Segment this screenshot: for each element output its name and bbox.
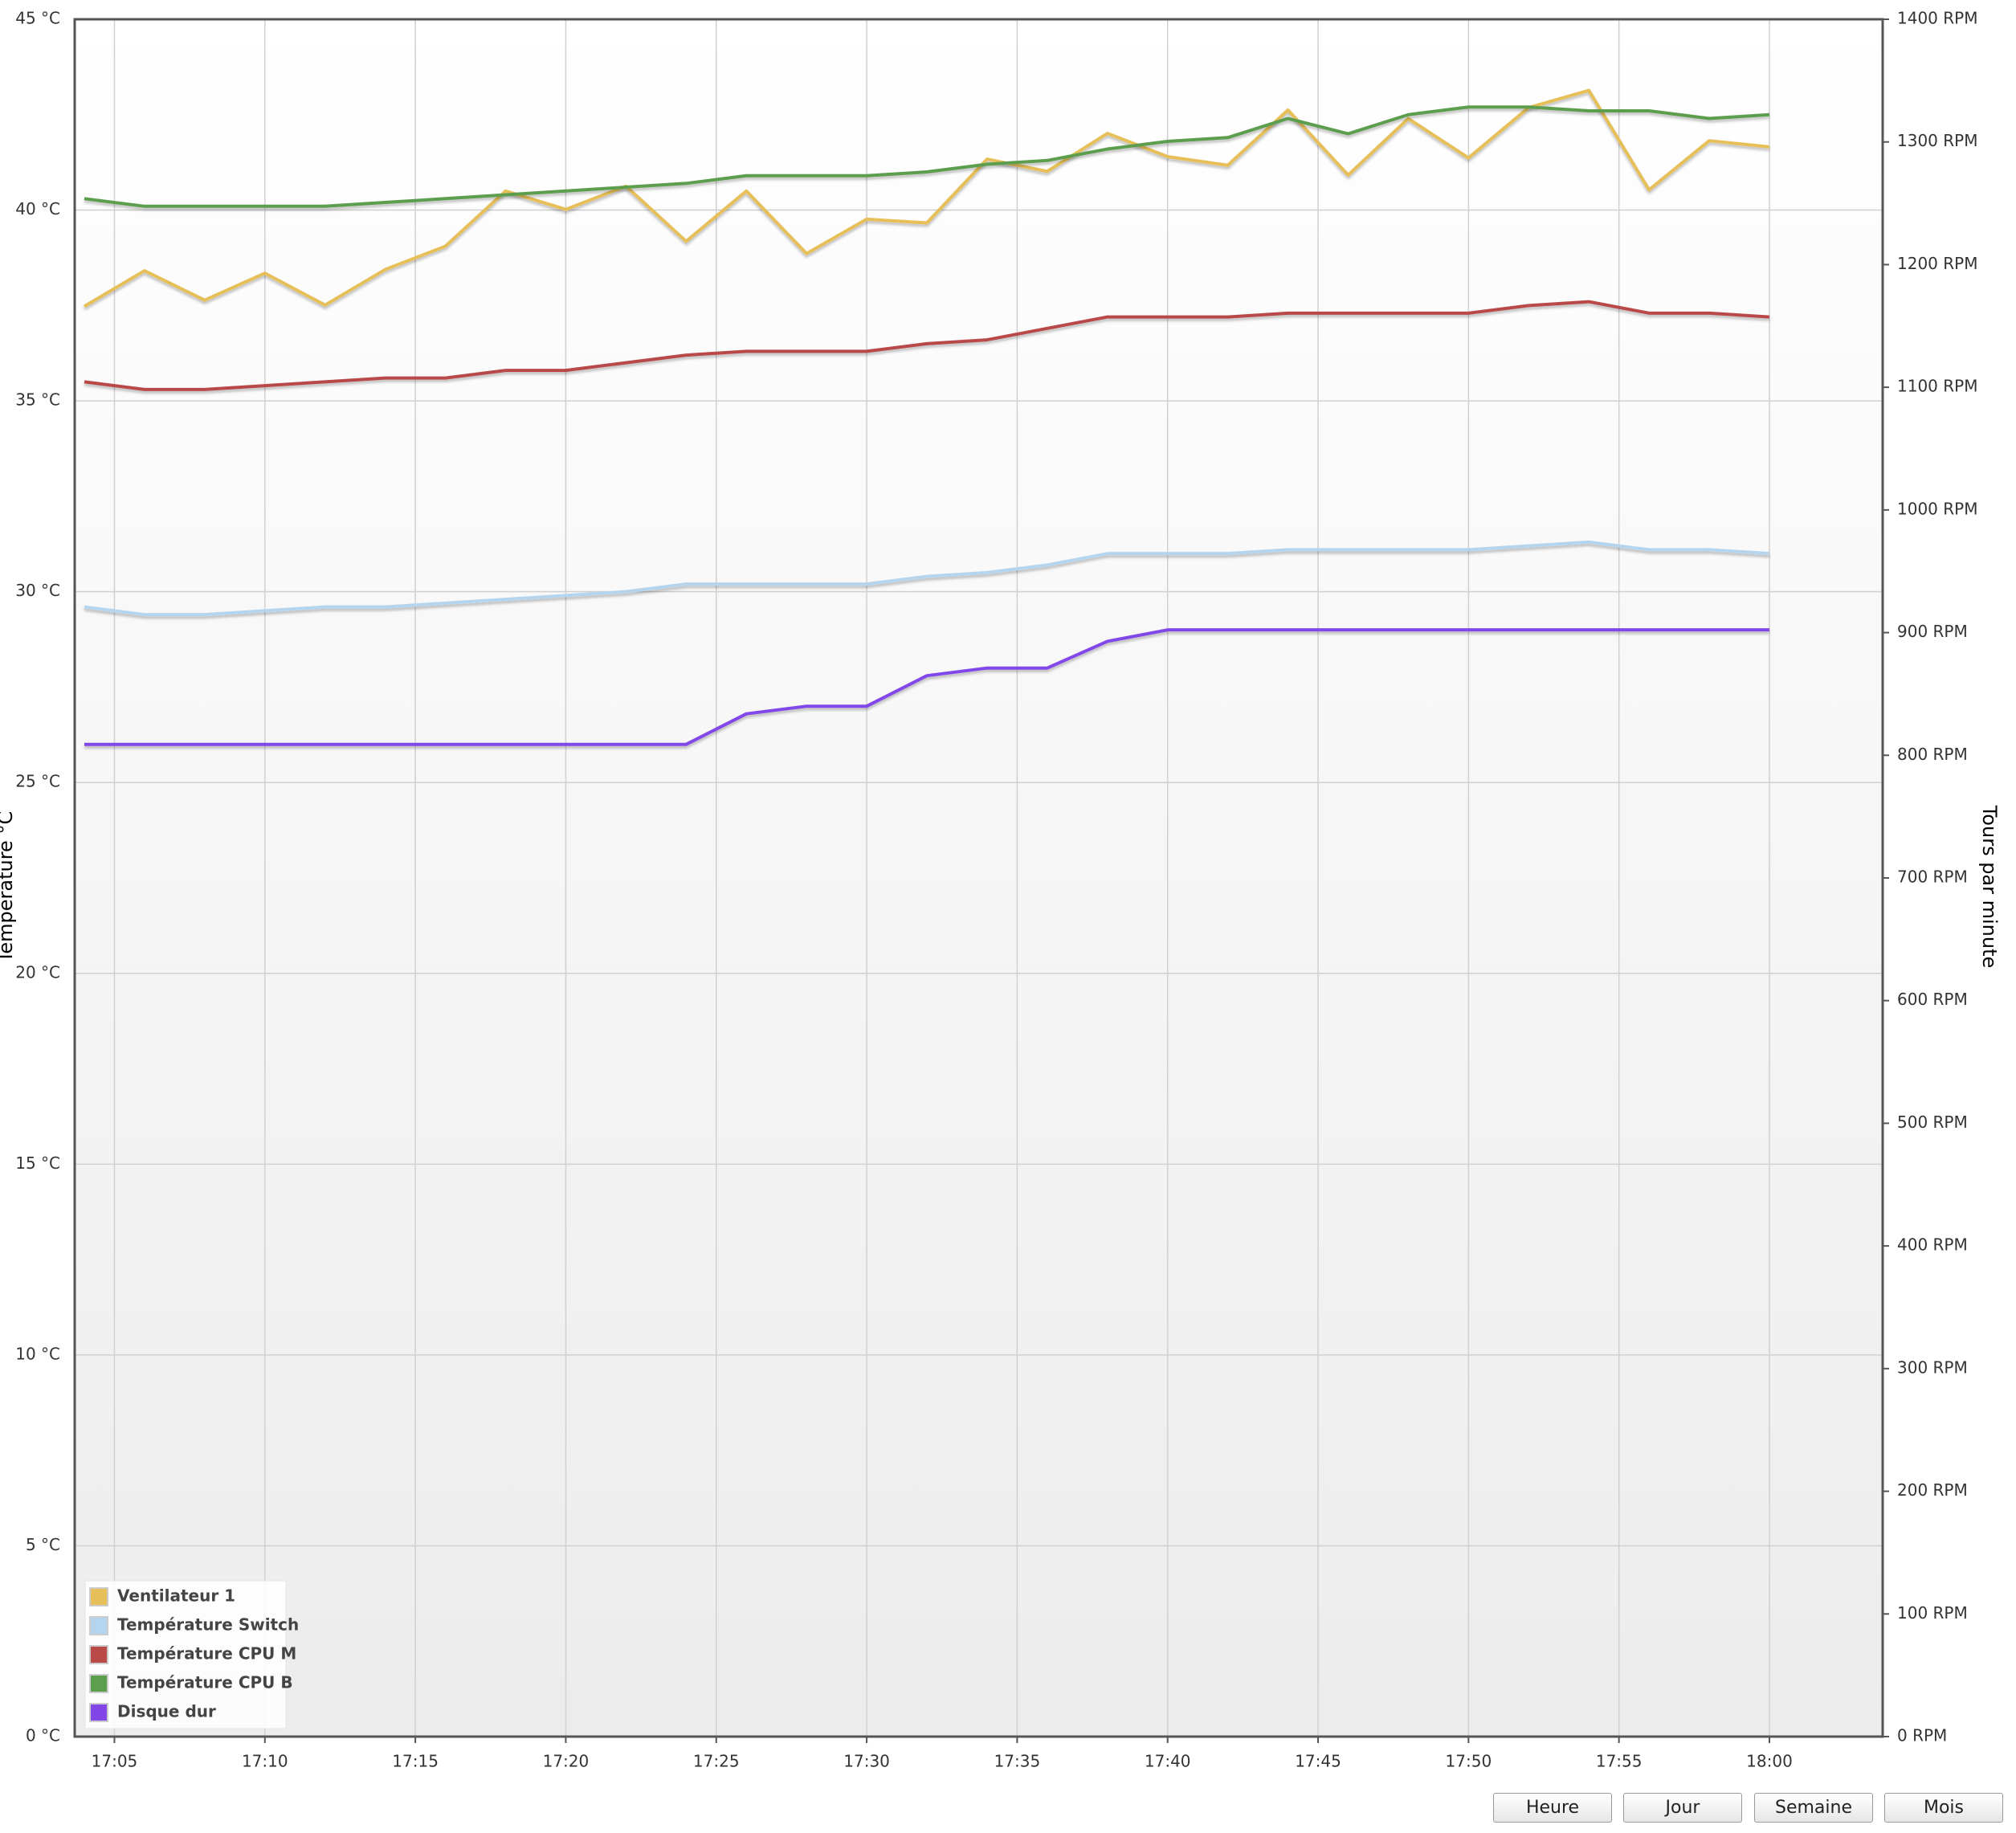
legend-label: Ventilateur 1	[117, 1586, 235, 1606]
y2-tick-label: 100 RPM	[1897, 1603, 1968, 1623]
legend-swatch	[89, 1703, 108, 1722]
series-line	[84, 540, 1770, 617]
y2-tick-label: 900 RPM	[1897, 622, 1968, 641]
y-tick-label: 40 °C	[15, 199, 60, 218]
x-tick-label: 17:40	[1145, 1752, 1191, 1771]
legend-label: Température Switch	[117, 1615, 299, 1635]
y-axis-title: Température °C	[0, 811, 17, 963]
y2-axis-title: Tours par minute	[1978, 805, 2001, 969]
y2-tick-label: 600 RPM	[1897, 990, 1968, 1009]
range-button[interactable]: Jour	[1623, 1793, 1742, 1823]
legend-swatch	[89, 1674, 108, 1693]
y-tick-label: 10 °C	[15, 1344, 60, 1363]
legend-swatch	[89, 1587, 108, 1606]
x-tick-label: 17:15	[392, 1752, 439, 1771]
y-tick-label: 30 °C	[15, 581, 60, 600]
series-line	[84, 628, 1769, 746]
y-tick-label: 5 °C	[26, 1535, 60, 1554]
series-line	[83, 88, 1770, 308]
y-tick-label: 20 °C	[15, 962, 60, 982]
x-tick-label: 17:05	[92, 1752, 138, 1771]
y2-tick-label: 200 RPM	[1897, 1480, 1968, 1500]
y2-tick-label: 1200 RPM	[1897, 254, 1977, 273]
x-tick-label: 17:30	[843, 1752, 890, 1771]
y2-tick-label: 500 RPM	[1897, 1112, 1968, 1132]
range-button[interactable]: Mois	[1884, 1793, 2003, 1823]
y2-tick-label: 700 RPM	[1897, 868, 1968, 887]
legend-swatch	[89, 1645, 108, 1664]
range-button[interactable]: Heure	[1493, 1793, 1612, 1823]
legend-label: Température CPU M	[117, 1644, 296, 1664]
plot-border	[73, 18, 1884, 1738]
y-tick-label: 0 °C	[26, 1726, 60, 1745]
y2-tick-label: 1100 RPM	[1897, 377, 1977, 396]
x-tick-label: 17:50	[1446, 1752, 1492, 1771]
x-tick-label: 17:55	[1596, 1752, 1643, 1771]
legend-box	[84, 1580, 287, 1729]
legend-label: Disque dur	[117, 1702, 216, 1721]
chart: Température °C Tours par minute 0 °C 5 °C…	[0, 9, 2001, 1771]
y2-tick-label: 0 RPM	[1897, 1726, 1947, 1745]
x-tick-label: 18:00	[1746, 1752, 1793, 1771]
legend-label: Température CPU B	[117, 1673, 293, 1692]
series-line	[84, 300, 1770, 391]
y2-tick-label: 1400 RPM	[1897, 9, 1977, 28]
series-line	[84, 105, 1770, 208]
y-tick-label: 15 °C	[15, 1153, 60, 1173]
plot-area	[75, 19, 1883, 1737]
y2-tick-label: 300 RPM	[1897, 1357, 1968, 1377]
y-tick-label: 35 °C	[15, 390, 60, 410]
y2-tick-label: 1000 RPM	[1897, 499, 1977, 518]
y2-tick-label: 400 RPM	[1897, 1235, 1968, 1255]
x-tick-label: 17:10	[242, 1752, 288, 1771]
range-button[interactable]: Semaine	[1754, 1793, 1873, 1823]
y2-tick-label: 800 RPM	[1897, 745, 1968, 764]
x-tick-label: 17:20	[543, 1752, 590, 1771]
x-tick-label: 17:35	[994, 1752, 1041, 1771]
x-tick-label: 17:25	[693, 1752, 740, 1771]
y-tick-label: 45 °C	[15, 9, 60, 28]
legend-swatch	[89, 1616, 108, 1635]
y-tick-label: 25 °C	[15, 772, 60, 791]
x-tick-label: 17:45	[1295, 1752, 1341, 1771]
y2-tick-label: 1300 RPM	[1897, 131, 1977, 150]
